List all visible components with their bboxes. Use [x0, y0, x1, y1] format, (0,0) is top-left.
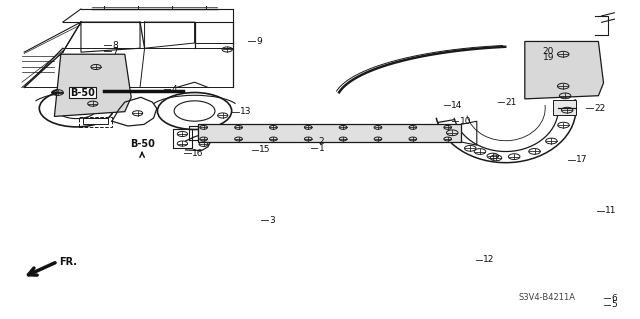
Polygon shape	[54, 54, 131, 116]
FancyBboxPatch shape	[198, 124, 461, 142]
Text: 14: 14	[451, 101, 463, 110]
Text: 15: 15	[259, 145, 271, 154]
Text: B-50: B-50	[70, 87, 95, 98]
Text: 1: 1	[319, 144, 324, 153]
Bar	[553, 100, 576, 115]
Text: 6: 6	[611, 294, 617, 303]
Text: 22: 22	[594, 104, 605, 113]
Text: 13: 13	[240, 107, 252, 116]
Text: 2: 2	[319, 137, 324, 146]
Text: 5: 5	[611, 300, 617, 309]
Text: 10: 10	[460, 117, 471, 126]
Polygon shape	[525, 41, 604, 99]
Text: 11: 11	[605, 206, 616, 215]
Bar	[79, 117, 112, 127]
Text: 21: 21	[506, 98, 517, 107]
Text: 19: 19	[543, 53, 554, 62]
Text: 16: 16	[192, 149, 204, 158]
Text: 4: 4	[172, 85, 177, 94]
Text: 12: 12	[483, 256, 495, 264]
Text: 8: 8	[112, 41, 118, 50]
Text: FR.: FR.	[60, 257, 77, 267]
Text: 20: 20	[543, 47, 554, 56]
Text: 9: 9	[256, 37, 262, 46]
Text: 3: 3	[269, 216, 275, 225]
Bar	[83, 118, 108, 124]
Text: B-50: B-50	[130, 138, 154, 149]
Text: 17: 17	[576, 155, 588, 164]
Text: 7: 7	[112, 47, 118, 56]
Text: S3V4-B4211A: S3V4-B4211A	[518, 293, 575, 302]
